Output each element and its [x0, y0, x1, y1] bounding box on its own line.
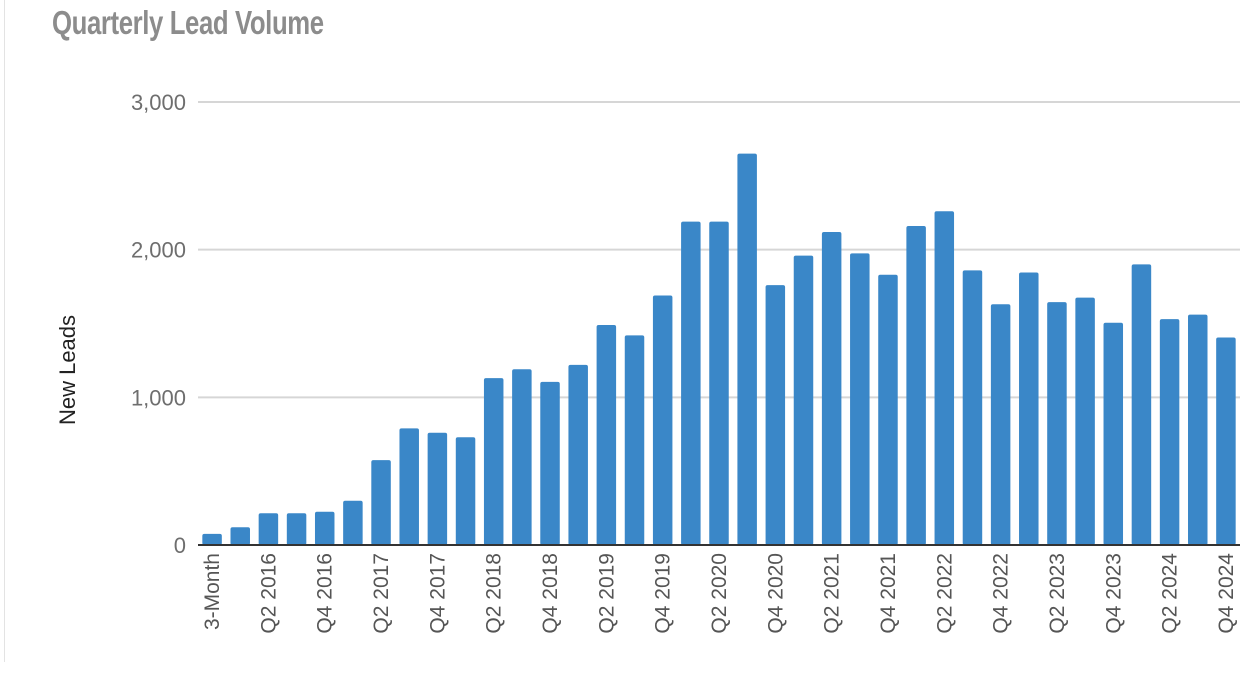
bar — [962, 270, 983, 545]
x-tick-label: Q4 2017 — [426, 553, 449, 634]
bar — [568, 364, 588, 545]
chart-title: Quarterly Lead Volume — [52, 4, 324, 41]
bar — [1047, 302, 1067, 545]
x-tick-label: Q2 2016 — [257, 553, 280, 634]
x-tick-label: Q4 2020 — [764, 553, 787, 634]
bars — [202, 153, 1236, 546]
x-tick-label: Q4 2021 — [877, 553, 900, 634]
x-tick-label: Q2 2022 — [933, 553, 956, 634]
bar — [652, 295, 673, 545]
y-tick-label: 0 — [174, 533, 186, 558]
bar — [596, 324, 617, 545]
bar — [1131, 264, 1152, 545]
x-tick-label: Q4 2023 — [1102, 553, 1125, 634]
y-tick-label: 3,000 — [131, 90, 186, 115]
bar — [483, 378, 504, 545]
bar — [314, 511, 335, 545]
y-tick-label: 1,000 — [131, 385, 186, 410]
bar — [709, 221, 729, 546]
bar — [230, 527, 250, 545]
x-tick-label: Q4 2019 — [652, 553, 675, 634]
bar — [934, 211, 955, 546]
bar — [343, 500, 363, 545]
x-tick-label: Q2 2021 — [821, 553, 844, 634]
x-tick-label: Q2 2017 — [370, 553, 393, 634]
bar — [202, 533, 222, 545]
bar — [512, 369, 532, 545]
bar — [427, 432, 448, 545]
bar — [990, 304, 1011, 545]
bar — [737, 153, 757, 545]
x-tick-label: Q2 2023 — [1046, 553, 1069, 634]
bar — [1216, 337, 1236, 545]
x-tick-label: 3-Month — [201, 553, 224, 630]
left-divider — [4, 0, 5, 662]
bar — [455, 437, 476, 545]
bar — [906, 226, 926, 546]
bar — [371, 460, 391, 545]
bar — [1159, 319, 1180, 545]
bar — [1188, 314, 1208, 545]
bar — [878, 274, 898, 545]
bar — [286, 513, 307, 545]
bar — [1103, 322, 1124, 545]
bar — [681, 221, 701, 546]
x-tick-label: Q4 2024 — [1215, 553, 1238, 634]
bar — [850, 253, 870, 545]
x-tick-label: Q4 2022 — [990, 553, 1013, 634]
y-axis-label: New Leads — [55, 315, 80, 425]
axes: 0 1,000 2,000 3,000 3-Month Q2 2016 Q4 2016 Q2 … — [131, 90, 1240, 634]
bar — [1075, 297, 1095, 545]
x-tick-label: Q2 2019 — [595, 553, 618, 634]
x-tick-label: Q2 2024 — [1159, 553, 1182, 634]
x-tick-label: Q4 2016 — [314, 553, 337, 634]
bar — [258, 513, 279, 545]
x-tick-label: Q2 2020 — [708, 553, 731, 634]
bar — [793, 255, 814, 545]
x-tick-label: Q2 2018 — [483, 553, 506, 634]
bar — [399, 428, 419, 545]
bar — [540, 381, 560, 545]
bar — [1019, 272, 1039, 545]
y-tick-label: 2,000 — [131, 238, 186, 263]
x-tick-label: Q4 2018 — [539, 553, 562, 634]
bar — [765, 285, 786, 545]
bar — [821, 231, 842, 546]
bar — [624, 335, 645, 545]
